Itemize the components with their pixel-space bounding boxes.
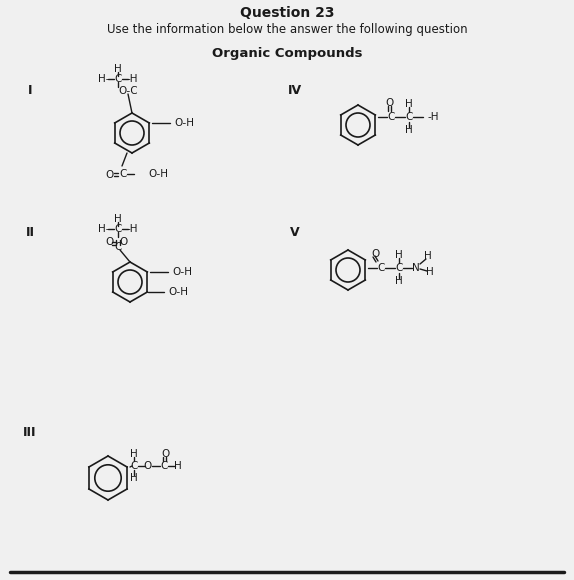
Text: I: I [28,84,32,96]
Text: H: H [395,276,403,286]
Text: H: H [405,99,413,109]
Text: -H: -H [427,112,439,122]
Text: O-H: O-H [172,267,192,277]
Text: Organic Compounds: Organic Compounds [212,46,362,60]
Text: O-H: O-H [148,169,168,179]
Text: O: O [144,461,152,471]
Text: O-H: O-H [174,118,194,128]
Text: Use the information below the answer the following question: Use the information below the answer the… [107,23,467,35]
Text: O: O [105,237,113,247]
Text: O: O [371,249,379,259]
Text: O: O [106,170,114,180]
Text: H: H [130,473,138,483]
Text: -H: -H [126,224,138,234]
Text: H: H [114,64,122,74]
Text: H: H [114,214,122,224]
Text: C: C [377,263,385,273]
Text: O-H: O-H [168,287,188,297]
Text: O: O [385,98,393,108]
Text: V: V [290,226,300,238]
Text: C: C [130,461,138,471]
Text: -H: -H [126,74,138,84]
Text: O: O [162,449,170,459]
Text: C: C [114,74,122,84]
Text: C: C [114,242,122,252]
Text: O: O [120,237,128,247]
Text: II: II [25,226,34,238]
Text: IV: IV [288,84,302,96]
Text: H: H [395,250,403,260]
Text: O-C: O-C [118,86,138,96]
Text: C: C [405,112,413,122]
Text: C: C [114,224,122,234]
Text: C: C [160,461,168,471]
Text: H: H [405,125,413,135]
Text: C: C [119,169,127,179]
Text: C: C [395,263,403,273]
Text: Question 23: Question 23 [240,6,334,20]
Text: N: N [412,263,420,273]
Text: H-: H- [98,224,110,234]
Text: H: H [130,449,138,459]
Text: H-: H- [98,74,110,84]
Text: H: H [424,251,432,261]
Text: C: C [387,112,395,122]
Text: III: III [24,426,37,438]
Text: H: H [426,267,434,277]
Text: H: H [174,461,182,471]
